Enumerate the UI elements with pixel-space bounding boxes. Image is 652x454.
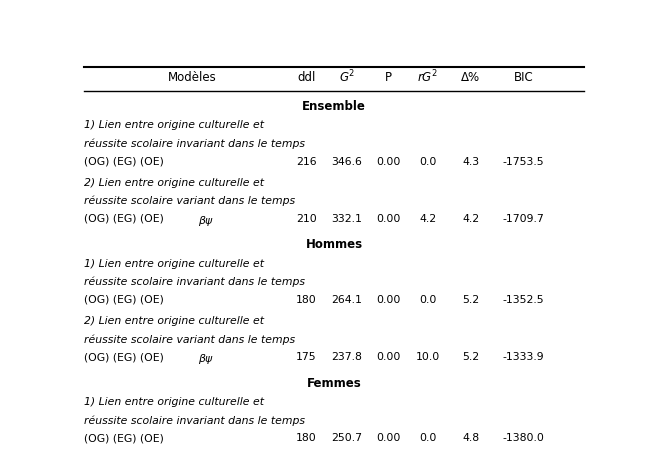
Text: Δ%: Δ% bbox=[461, 71, 480, 84]
Text: -1333.9: -1333.9 bbox=[503, 352, 544, 362]
Text: 10.0: 10.0 bbox=[415, 352, 439, 362]
Text: 264.1: 264.1 bbox=[331, 295, 363, 305]
Text: $G^2$: $G^2$ bbox=[338, 69, 355, 85]
Text: 175: 175 bbox=[296, 352, 317, 362]
Text: -1753.5: -1753.5 bbox=[503, 157, 544, 167]
Text: réussite scolaire variant dans le temps: réussite scolaire variant dans le temps bbox=[84, 334, 295, 345]
Text: 0.0: 0.0 bbox=[419, 157, 436, 167]
Text: 216: 216 bbox=[296, 157, 317, 167]
Text: 0.00: 0.00 bbox=[377, 214, 401, 224]
Text: ddl: ddl bbox=[297, 71, 316, 84]
Text: 0.00: 0.00 bbox=[377, 352, 401, 362]
Text: Modèles: Modèles bbox=[168, 71, 217, 84]
Text: 0.00: 0.00 bbox=[377, 157, 401, 167]
Text: 180: 180 bbox=[296, 295, 317, 305]
Text: 1) Lien entre origine culturelle et: 1) Lien entre origine culturelle et bbox=[84, 120, 264, 130]
Text: réussite scolaire invariant dans le temps: réussite scolaire invariant dans le temp… bbox=[84, 138, 305, 149]
Text: 0.00: 0.00 bbox=[377, 295, 401, 305]
Text: 1) Lien entre origine culturelle et: 1) Lien entre origine culturelle et bbox=[84, 259, 264, 269]
Text: (OG) (EG) (OE): (OG) (EG) (OE) bbox=[84, 352, 168, 362]
Text: (OG) (EG) (OE): (OG) (EG) (OE) bbox=[84, 295, 164, 305]
Text: 4.3: 4.3 bbox=[462, 157, 479, 167]
Text: 0.0: 0.0 bbox=[419, 434, 436, 444]
Text: $\beta\psi$: $\beta\psi$ bbox=[198, 214, 214, 228]
Text: Femmes: Femmes bbox=[307, 377, 361, 390]
Text: Ensemble: Ensemble bbox=[303, 100, 366, 113]
Text: réussite scolaire invariant dans le temps: réussite scolaire invariant dans le temp… bbox=[84, 277, 305, 287]
Text: 346.6: 346.6 bbox=[331, 157, 363, 167]
Text: 1) Lien entre origine culturelle et: 1) Lien entre origine culturelle et bbox=[84, 397, 264, 407]
Text: $rG^2$: $rG^2$ bbox=[417, 69, 438, 85]
Text: 0.00: 0.00 bbox=[377, 434, 401, 444]
Text: -1380.0: -1380.0 bbox=[503, 434, 544, 444]
Text: Hommes: Hommes bbox=[306, 238, 363, 252]
Text: $\beta\psi$: $\beta\psi$ bbox=[198, 352, 214, 366]
Text: 5.2: 5.2 bbox=[462, 295, 479, 305]
Text: (OG) (EG) (OE): (OG) (EG) (OE) bbox=[84, 157, 164, 167]
Text: 180: 180 bbox=[296, 434, 317, 444]
Text: 4.2: 4.2 bbox=[462, 214, 479, 224]
Text: 250.7: 250.7 bbox=[331, 434, 363, 444]
Text: (OG) (EG) (OE): (OG) (EG) (OE) bbox=[84, 434, 164, 444]
Text: réussite scolaire invariant dans le temps: réussite scolaire invariant dans le temp… bbox=[84, 415, 305, 426]
Text: 2) Lien entre origine culturelle et: 2) Lien entre origine culturelle et bbox=[84, 178, 264, 188]
Text: (OG) (EG) (OE): (OG) (EG) (OE) bbox=[84, 214, 168, 224]
Text: -1352.5: -1352.5 bbox=[503, 295, 544, 305]
Text: -1709.7: -1709.7 bbox=[503, 214, 544, 224]
Text: 2) Lien entre origine culturelle et: 2) Lien entre origine culturelle et bbox=[84, 316, 264, 326]
Text: 210: 210 bbox=[296, 214, 317, 224]
Text: 4.8: 4.8 bbox=[462, 434, 479, 444]
Text: réussite scolaire variant dans le temps: réussite scolaire variant dans le temps bbox=[84, 196, 295, 206]
Text: 237.8: 237.8 bbox=[331, 352, 363, 362]
Text: 0.0: 0.0 bbox=[419, 295, 436, 305]
Text: 4.2: 4.2 bbox=[419, 214, 436, 224]
Text: 332.1: 332.1 bbox=[331, 214, 363, 224]
Text: P: P bbox=[385, 71, 393, 84]
Text: BIC: BIC bbox=[514, 71, 533, 84]
Text: 5.2: 5.2 bbox=[462, 352, 479, 362]
